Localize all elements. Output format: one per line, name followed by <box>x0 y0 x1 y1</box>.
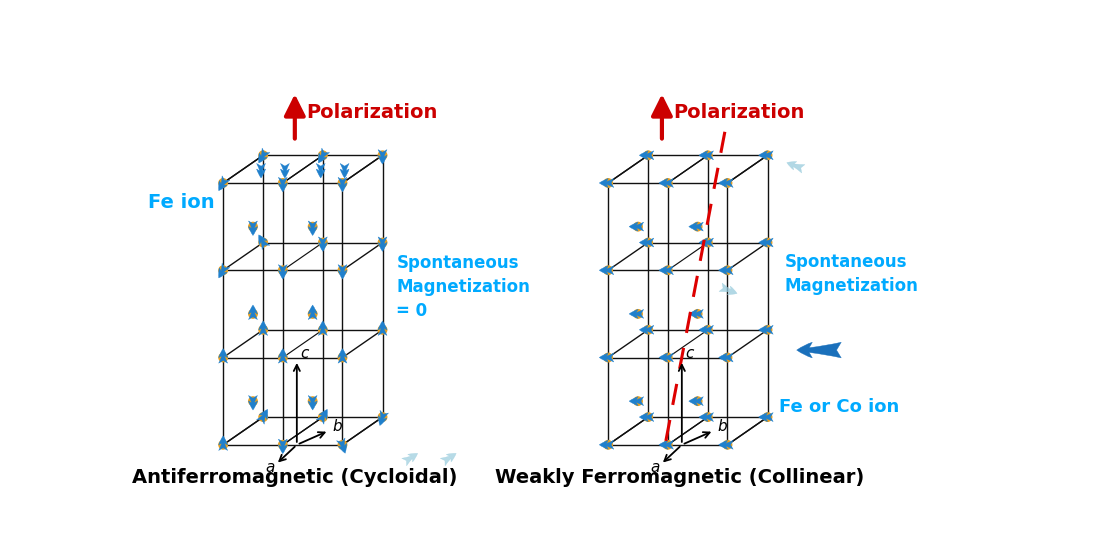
Text: c: c <box>300 346 308 361</box>
Circle shape <box>693 397 702 405</box>
Circle shape <box>763 151 772 160</box>
Text: Fe or Co ion: Fe or Co ion <box>779 398 899 416</box>
Circle shape <box>338 440 347 449</box>
Circle shape <box>378 151 387 160</box>
Text: Spontaneous
Magnetization: Spontaneous Magnetization <box>785 253 918 295</box>
Circle shape <box>604 353 613 362</box>
Circle shape <box>693 310 702 318</box>
Circle shape <box>259 326 268 334</box>
Text: Antiferromagnetic (Cycloidal): Antiferromagnetic (Cycloidal) <box>132 468 458 488</box>
Circle shape <box>763 413 772 421</box>
Circle shape <box>644 239 653 247</box>
Circle shape <box>723 353 732 362</box>
Text: Fe ion: Fe ion <box>148 193 215 212</box>
Text: Weakly Ferromagnetic (Collinear): Weakly Ferromagnetic (Collinear) <box>496 468 865 488</box>
Circle shape <box>319 326 327 334</box>
Circle shape <box>338 353 347 362</box>
Circle shape <box>763 239 772 247</box>
Circle shape <box>259 239 268 247</box>
Circle shape <box>644 326 653 334</box>
Circle shape <box>664 440 672 449</box>
Circle shape <box>279 440 287 449</box>
Circle shape <box>338 266 347 275</box>
Circle shape <box>723 266 732 275</box>
Circle shape <box>703 326 712 334</box>
Text: Spontaneous
Magnetization
= 0: Spontaneous Magnetization = 0 <box>396 254 530 320</box>
Circle shape <box>378 326 387 334</box>
Circle shape <box>308 310 317 318</box>
Circle shape <box>703 413 712 421</box>
Circle shape <box>308 397 317 405</box>
Circle shape <box>664 353 672 362</box>
Text: Polarization: Polarization <box>673 103 805 122</box>
Circle shape <box>259 413 268 421</box>
Circle shape <box>664 179 672 187</box>
Circle shape <box>703 151 712 160</box>
Circle shape <box>219 353 228 362</box>
Circle shape <box>249 310 257 318</box>
Text: c: c <box>685 346 693 361</box>
Text: Polarization: Polarization <box>307 103 437 122</box>
Circle shape <box>319 413 327 421</box>
Circle shape <box>319 151 327 160</box>
Circle shape <box>634 222 642 231</box>
Circle shape <box>644 151 653 160</box>
Circle shape <box>723 179 732 187</box>
Circle shape <box>249 397 257 405</box>
Circle shape <box>279 353 287 362</box>
Text: b: b <box>718 419 727 434</box>
Text: b: b <box>333 419 341 434</box>
Circle shape <box>338 179 347 187</box>
Circle shape <box>378 413 387 421</box>
Circle shape <box>378 239 387 247</box>
Circle shape <box>634 397 642 405</box>
Circle shape <box>604 440 613 449</box>
Circle shape <box>279 179 287 187</box>
Circle shape <box>259 151 268 160</box>
Circle shape <box>664 266 672 275</box>
Circle shape <box>703 239 712 247</box>
Circle shape <box>604 179 613 187</box>
Circle shape <box>219 266 228 275</box>
Circle shape <box>249 222 257 231</box>
Circle shape <box>604 266 613 275</box>
Circle shape <box>279 266 287 275</box>
Text: a: a <box>266 460 276 475</box>
Circle shape <box>723 440 732 449</box>
Circle shape <box>308 222 317 231</box>
Circle shape <box>763 326 772 334</box>
Text: a: a <box>651 460 661 475</box>
Circle shape <box>319 239 327 247</box>
Circle shape <box>219 440 228 449</box>
Circle shape <box>693 222 702 231</box>
Circle shape <box>634 310 642 318</box>
Circle shape <box>644 413 653 421</box>
Circle shape <box>219 179 228 187</box>
